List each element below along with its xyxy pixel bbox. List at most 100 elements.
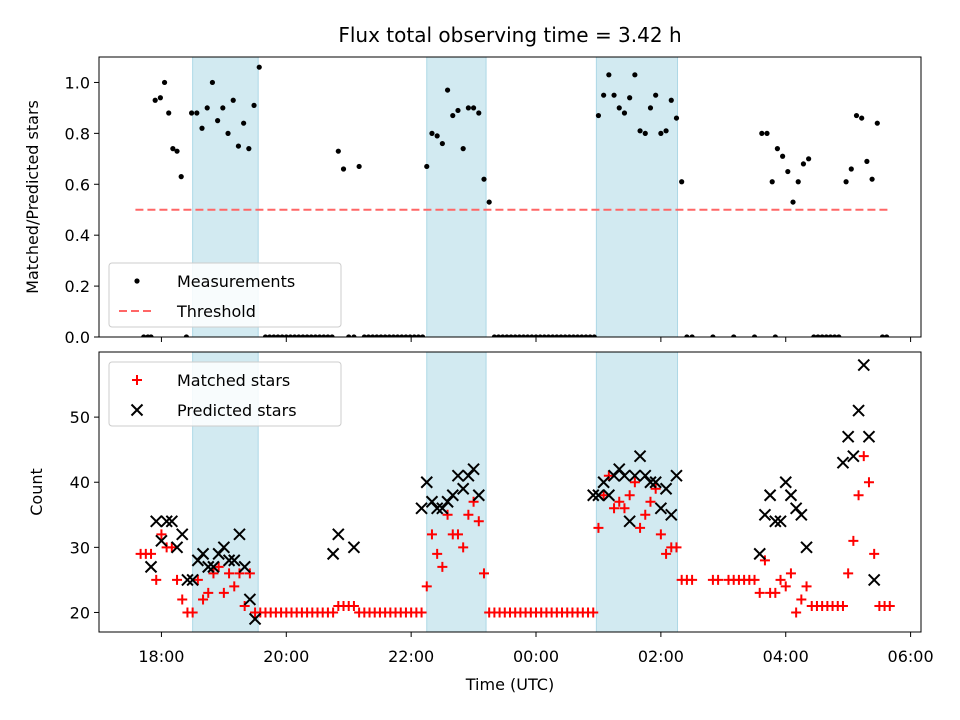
bottom-x-point-1-50 xyxy=(659,482,673,495)
top-panel: 0.0 0.2 0.4 0.6 0.8 1.0 Measurements Threshold xyxy=(65,56,922,347)
bottom-plus-point-0-124 xyxy=(801,581,812,592)
top-dot-point-0-141 xyxy=(848,166,854,172)
bottom-plus-point-0-37 xyxy=(328,607,339,618)
bottom-x-point-1-24 xyxy=(415,502,428,515)
top-dot-point-0-146 xyxy=(874,120,880,126)
bottom-x-point-1-19 xyxy=(243,593,257,606)
xtick-label-4: 02:00 xyxy=(638,647,684,666)
top-dot-point-0-82 xyxy=(520,334,527,337)
top-dot-point-0-139 xyxy=(836,334,842,337)
bottom-x-point-1-67 xyxy=(857,358,870,372)
top-dot-point-0-45 xyxy=(351,334,357,337)
top-dot-point-0-59 xyxy=(411,334,417,337)
bottom-x-point-1-59 xyxy=(784,489,798,502)
top-dot-point-0-64 xyxy=(434,133,440,139)
bottom-plus-point-0-132 xyxy=(843,568,854,579)
top-dot-point-0-28 xyxy=(275,334,281,337)
top-ytick-label-5: 1.0 xyxy=(65,73,90,92)
top-dot-point-0-85 xyxy=(533,334,539,337)
top-observing-band-2 xyxy=(595,57,679,337)
top-dot-point-0-87 xyxy=(541,334,547,337)
top-dot-point-0-35 xyxy=(304,334,310,337)
top-dot-point-0-13 xyxy=(199,125,205,131)
top-dot-point-0-24 xyxy=(256,64,262,70)
bottom-x-point-1-2 xyxy=(155,534,168,548)
bottom-plus-point-0-19 xyxy=(234,568,245,579)
top-dot-point-0-121 xyxy=(751,334,758,337)
bottom-plus-point-0-57 xyxy=(432,548,443,559)
top-dot-point-0-84 xyxy=(529,334,535,337)
top-dot-point-0-8 xyxy=(174,148,180,154)
bottom-plus-point-0-21 xyxy=(244,568,255,579)
bottom-plus-point-0-96 xyxy=(635,522,646,533)
top-dot-point-0-90 xyxy=(554,334,560,337)
top-ytick-label-1: 0.2 xyxy=(65,277,90,296)
top-dot-point-0-47 xyxy=(361,334,367,337)
bottom-x-point-1-47 xyxy=(644,476,657,489)
top-dot-point-0-38 xyxy=(316,334,323,337)
top-dot-point-0-29 xyxy=(279,334,285,337)
top-dot-point-0-34 xyxy=(300,334,306,337)
top-dot-point-0-62 xyxy=(424,163,430,170)
top-dot-point-0-67 xyxy=(450,112,456,119)
xtick-label-0: 18:00 xyxy=(138,647,184,666)
bottom-plus-point-0-16 xyxy=(218,587,229,598)
top-dot-point-0-33 xyxy=(296,334,302,337)
top-dot-point-0-74 xyxy=(486,199,492,205)
top-dot-point-0-105 xyxy=(621,110,628,116)
bottom-plus-point-0-119 xyxy=(775,574,786,585)
top-dot-point-0-44 xyxy=(346,334,352,337)
bottom-x-point-1-22 xyxy=(332,528,345,541)
bottom-plus-point-0-94 xyxy=(624,490,635,501)
top-dot-point-0-145 xyxy=(869,176,875,182)
bottom-x-point-1-49 xyxy=(654,502,668,515)
bottom-x-point-1-10 xyxy=(196,547,210,561)
bottom-x-point-1-69 xyxy=(867,573,881,587)
top-dot-point-0-39 xyxy=(321,334,327,337)
top-dot-point-0-101 xyxy=(601,92,607,98)
bottom-x-point-1-57 xyxy=(774,515,787,528)
bottom-plus-point-0-95 xyxy=(629,477,640,488)
bottom-x-point-1-23 xyxy=(347,541,361,554)
bottom-x-point-1-27 xyxy=(430,502,444,515)
bottom-x-point-1-1 xyxy=(150,515,163,528)
bottom-x-point-1-15 xyxy=(222,554,236,567)
bottom-x-point-1-51 xyxy=(665,508,678,521)
top-dot-point-0-17 xyxy=(220,105,226,111)
top-dot-point-0-52 xyxy=(382,334,388,337)
top-dot-point-0-41 xyxy=(329,334,335,337)
bottom-axes-frame xyxy=(98,351,922,633)
top-dot-point-0-143 xyxy=(859,115,865,121)
top-dot-point-0-42 xyxy=(335,148,341,154)
bottom-plus-point-0-58 xyxy=(437,561,448,572)
bottom-plus-point-0-10 xyxy=(187,607,198,618)
top-dot-point-0-56 xyxy=(399,334,405,337)
bottom-plus-point-0-7 xyxy=(172,574,183,585)
top-dot-point-0-10 xyxy=(183,334,190,337)
bottom-plus-point-0-101 xyxy=(661,548,672,559)
top-dot-point-0-110 xyxy=(647,105,654,111)
bottom-x-point-1-54 xyxy=(758,508,772,521)
bottom-plus-point-0-12 xyxy=(198,594,209,605)
top-dot-point-0-60 xyxy=(415,334,422,337)
bottom-plus-point-0-136 xyxy=(863,477,874,488)
top-dot-point-0-81 xyxy=(516,334,522,337)
bottom-x-point-1-42 xyxy=(618,469,631,482)
bottom-plus-point-0-59 xyxy=(442,509,453,520)
bottom-plus-point-0-92 xyxy=(614,496,625,507)
top-dot-point-0-76 xyxy=(495,334,502,337)
top-dot-point-0-7 xyxy=(170,146,176,152)
top-dot-point-0-71 xyxy=(470,105,477,111)
bottom-x-point-1-38 xyxy=(597,476,610,489)
bottom-x-point-1-12 xyxy=(207,560,220,574)
top-legend-marker-0 xyxy=(134,278,140,284)
bottom-plus-point-0-100 xyxy=(655,529,666,540)
bottom-panel: 20 30 40 50 18:00 20:00 22:00 00:00 02:00 04:00 06… xyxy=(70,351,934,666)
bottom-plus-point-0-54 xyxy=(416,607,427,618)
top-dot-point-0-147 xyxy=(879,334,886,337)
bottom-plus-point-0-133 xyxy=(848,535,859,546)
top-dot-point-0-78 xyxy=(504,334,510,337)
bottom-plus-point-0-116 xyxy=(759,555,770,566)
top-dot-point-0-94 xyxy=(570,334,577,337)
bottom-plus-point-0-18 xyxy=(229,581,240,592)
